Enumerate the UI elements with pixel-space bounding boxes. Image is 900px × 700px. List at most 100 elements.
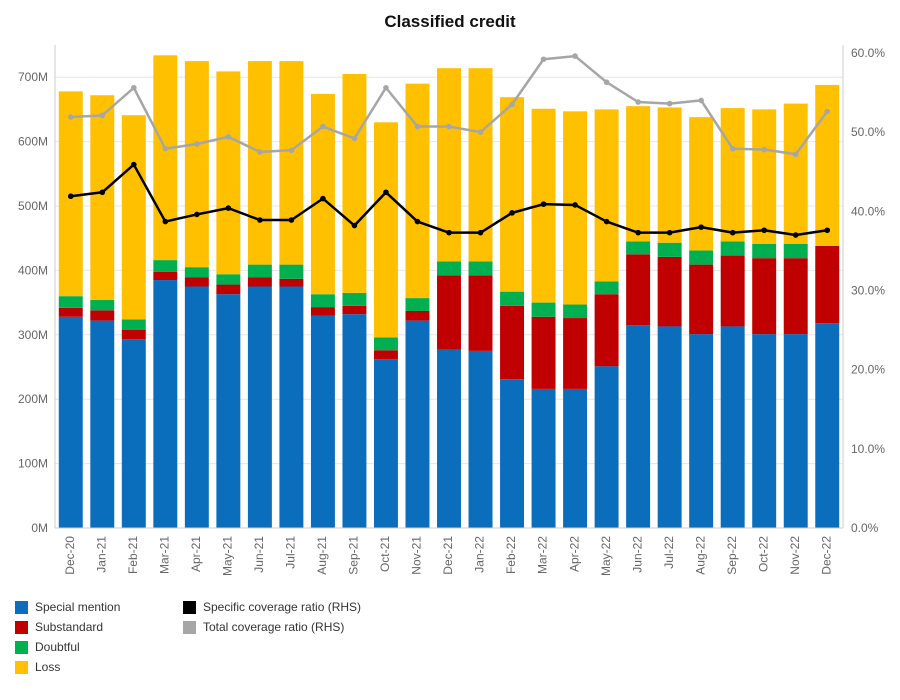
bar-special-mention-oct-21 <box>373 359 398 528</box>
point-total-coverage-ratio-rhs-jul-22 <box>666 100 673 107</box>
point-total-coverage-ratio-rhs-oct-22 <box>761 146 767 153</box>
point-specific-coverage-ratio-rhs-apr-21 <box>194 211 200 218</box>
bar-doubtful-aug-22 <box>689 250 714 265</box>
bar-special-mention-aug-22 <box>689 334 714 528</box>
bar-loss-aug-21 <box>310 93 335 295</box>
x-tick-label: Nov-21 <box>410 536 424 575</box>
legend-label: Specific coverage ratio (RHS) <box>203 600 362 614</box>
point-total-coverage-ratio-rhs-aug-21 <box>320 123 326 130</box>
legend-swatch <box>15 620 28 634</box>
legend-swatch <box>183 600 196 614</box>
bar-special-mention-jun-22 <box>626 325 651 528</box>
bar-substandard-nov-21 <box>405 310 430 321</box>
bar-doubtful-mar-22 <box>531 302 556 317</box>
bar-special-mention-nov-22 <box>783 334 808 528</box>
point-specific-coverage-ratio-rhs-jan-21 <box>99 189 106 196</box>
y-right-tick-label: 10.0% <box>851 442 885 456</box>
legend-label: Loss <box>35 660 61 674</box>
bar-substandard-apr-22 <box>563 318 588 389</box>
bar-substandard-sep-21 <box>342 305 367 315</box>
point-specific-coverage-ratio-rhs-jan-22 <box>477 229 484 236</box>
bar-substandard-sep-22 <box>720 255 745 327</box>
bar-substandard-oct-22 <box>752 258 777 335</box>
point-specific-coverage-ratio-rhs-dec-22 <box>824 227 831 234</box>
bar-loss-oct-22 <box>752 109 777 244</box>
bar-special-mention-dec-21 <box>437 349 461 528</box>
line-series-group <box>67 53 831 238</box>
bar-substandard-may-22 <box>594 294 619 367</box>
y-left-tick-label: 600M <box>18 135 48 149</box>
bar-substandard-mar-22 <box>531 316 556 389</box>
bar-doubtful-apr-22 <box>563 304 588 319</box>
bar-substandard-nov-22 <box>783 258 808 335</box>
bar-substandard-aug-22 <box>689 264 714 335</box>
bar-substandard-may-21 <box>216 284 241 295</box>
bar-loss-mar-21 <box>153 55 178 261</box>
point-total-coverage-ratio-rhs-dec-22 <box>824 108 831 115</box>
x-tick-label: Jul-22 <box>662 536 676 569</box>
bar-special-mention-sep-21 <box>342 314 367 528</box>
bar-special-mention-mar-22 <box>531 388 556 528</box>
point-total-coverage-ratio-rhs-sep-21 <box>351 135 358 142</box>
bar-special-mention-jan-22 <box>468 350 493 528</box>
x-tick-label: Aug-22 <box>693 536 707 575</box>
legend-label: Special mention <box>35 600 121 614</box>
y-right-tick-label: 20.0% <box>851 363 885 377</box>
x-tick-label: Sep-22 <box>725 536 739 575</box>
point-specific-coverage-ratio-rhs-aug-22 <box>698 224 704 230</box>
bar-doubtful-feb-22 <box>500 291 525 306</box>
point-specific-coverage-ratio-rhs-sep-22 <box>729 229 736 236</box>
point-specific-coverage-ratio-rhs-aug-21 <box>320 195 326 202</box>
bar-doubtful-feb-21 <box>121 319 146 330</box>
bar-substandard-aug-21 <box>310 307 335 316</box>
bar-doubtful-dec-20 <box>58 296 83 308</box>
bar-special-mention-apr-22 <box>563 388 588 528</box>
bar-doubtful-may-21 <box>216 274 241 285</box>
bar-loss-apr-21 <box>184 61 209 268</box>
point-total-coverage-ratio-rhs-jul-21 <box>288 147 295 154</box>
bar-loss-may-21 <box>216 71 241 275</box>
bar-substandard-jul-22 <box>657 256 682 327</box>
legend-item-specific-coverage-ratio-rhs: Specific coverage ratio (RHS) <box>183 598 361 616</box>
bar-substandard-dec-22 <box>815 245 840 324</box>
bar-substandard-jun-22 <box>626 254 651 326</box>
y-right-tick-label: 0.0% <box>851 521 879 535</box>
bar-loss-nov-21 <box>405 83 430 299</box>
legend-label: Substandard <box>35 620 104 634</box>
bar-loss-may-22 <box>594 109 619 282</box>
bar-loss-jan-22 <box>468 68 493 262</box>
legend-swatch <box>15 600 28 614</box>
bar-special-mention-may-22 <box>594 366 619 528</box>
legend-item-loss: Loss <box>15 658 60 676</box>
point-total-coverage-ratio-rhs-may-22 <box>603 79 610 86</box>
point-specific-coverage-ratio-rhs-jun-21 <box>257 217 263 223</box>
bar-substandard-feb-22 <box>500 305 525 380</box>
bar-doubtful-oct-21 <box>373 337 398 351</box>
x-tick-label: Dec-20 <box>63 536 77 575</box>
point-specific-coverage-ratio-rhs-mar-21 <box>162 218 169 225</box>
bar-special-mention-mar-21 <box>153 280 178 528</box>
legend-item-doubtful: Doubtful <box>15 638 80 656</box>
legend-swatch <box>15 660 28 674</box>
y-left-tick-label: 0M <box>31 521 48 535</box>
bar-special-mention-dec-20 <box>58 316 83 528</box>
y-left-tick-label: 300M <box>18 328 48 342</box>
x-tick-label: Jan-21 <box>94 536 108 573</box>
x-tick-label: Jul-21 <box>284 536 298 569</box>
point-specific-coverage-ratio-rhs-dec-20 <box>67 193 74 200</box>
bar-special-mention-apr-21 <box>184 286 209 528</box>
bar-doubtful-jan-21 <box>90 300 115 311</box>
bar-loss-jan-21 <box>90 95 115 301</box>
point-specific-coverage-ratio-rhs-oct-22 <box>761 227 767 234</box>
point-specific-coverage-ratio-rhs-nov-22 <box>792 232 799 238</box>
y-left-tick-label: 700M <box>18 70 48 84</box>
y-right-tick-label: 30.0% <box>851 283 885 297</box>
y-left-tick-label: 500M <box>18 199 48 213</box>
point-specific-coverage-ratio-rhs-jul-22 <box>666 229 673 236</box>
bar-loss-feb-21 <box>121 115 146 320</box>
point-total-coverage-ratio-rhs-jun-21 <box>257 149 263 155</box>
legend-label: Doubtful <box>35 640 80 654</box>
bar-loss-oct-21 <box>373 122 398 338</box>
bar-doubtful-nov-22 <box>783 243 808 259</box>
bar-substandard-jul-21 <box>279 278 304 287</box>
